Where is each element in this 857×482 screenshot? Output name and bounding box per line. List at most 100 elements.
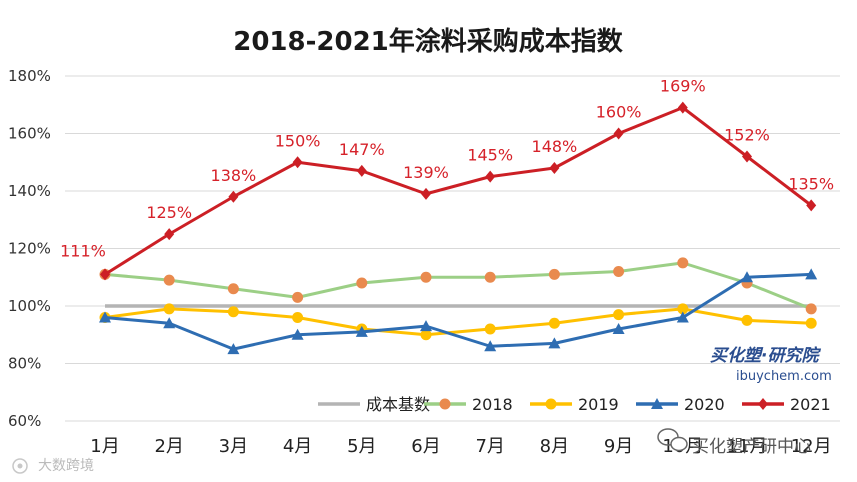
- legend-item-2018: 2018: [424, 395, 513, 414]
- x-tick-label: 6月: [411, 436, 440, 457]
- data-label: 152%: [724, 126, 770, 145]
- data-point: [356, 277, 368, 289]
- data-point: [549, 162, 560, 174]
- data-point: [227, 306, 239, 318]
- data-point: [420, 329, 432, 341]
- y-tick-label: 80%: [8, 355, 41, 373]
- series-2021: [100, 101, 817, 281]
- data-point: [484, 323, 496, 335]
- legend-item-成本基数: 成本基数: [318, 395, 430, 414]
- series-2020: [99, 268, 818, 355]
- data-point: [292, 156, 303, 169]
- data-point: [613, 309, 625, 321]
- wechat-watermark: 买化塑产研中心: [692, 437, 811, 457]
- x-axis-ticks: 1月2月3月4月5月6月7月8月9月10月11月12月: [90, 436, 831, 457]
- x-tick-label: 4月: [283, 436, 312, 457]
- y-tick-label: 100%: [8, 297, 51, 315]
- data-point: [741, 314, 753, 326]
- legend-item-2019: 2019: [530, 395, 619, 414]
- watermarks: 买化塑·研究院 ibuychem.com 大数跨境 买化塑产研中心: [12, 346, 832, 474]
- legend-label: 2021: [790, 395, 831, 414]
- data-point: [741, 271, 753, 283]
- data-point: [228, 190, 239, 203]
- legend-swatch-marker: [545, 398, 557, 410]
- x-tick-label: 1月: [90, 436, 119, 457]
- data-label: 169%: [660, 77, 706, 96]
- wechat-icon: [657, 428, 688, 452]
- data-point: [548, 268, 560, 280]
- series-line: [104, 307, 812, 337]
- legend-item-2021: 2021: [742, 395, 831, 414]
- data-point: [100, 268, 110, 281]
- legend-label: 2020: [684, 395, 725, 414]
- legend-label: 2019: [578, 395, 619, 414]
- data-point: [356, 164, 367, 177]
- legend-label: 成本基数: [366, 395, 430, 414]
- data-point: [548, 337, 561, 349]
- data-point: [805, 268, 818, 280]
- legend: 成本基数 2018 2019 2020 2021: [318, 395, 831, 414]
- data-point: [164, 228, 175, 241]
- data-point: [805, 303, 817, 315]
- data-label: 135%: [788, 174, 834, 193]
- data-label: 111%: [60, 241, 106, 260]
- bottom-left-logo-icon: [12, 458, 28, 474]
- data-point: [805, 317, 817, 329]
- data-label: 138%: [211, 166, 257, 185]
- y-axis-ticks: 60% 80% 100% 120% 140% 160% 180%: [8, 67, 51, 430]
- y-tick-label: 120%: [8, 240, 51, 258]
- data-point: [421, 187, 431, 200]
- data-point: [99, 311, 111, 323]
- data-point: [420, 271, 432, 283]
- x-tick-label: 3月: [219, 436, 248, 457]
- y-tick-label: 160%: [8, 125, 51, 143]
- legend-label: 2018: [472, 395, 513, 414]
- data-point: [484, 340, 497, 352]
- site-watermark: ibuychem.com: [736, 369, 832, 384]
- data-point: [485, 170, 496, 183]
- data-label: 147%: [339, 140, 385, 159]
- data-point: [677, 257, 689, 269]
- x-tick-label: 2月: [154, 436, 183, 457]
- data-point: [163, 317, 176, 329]
- series-line: [104, 261, 812, 311]
- data-point: [613, 127, 624, 140]
- y-tick-label: 60%: [8, 412, 41, 430]
- data-point: [742, 150, 752, 163]
- data-point: [227, 283, 239, 295]
- data-label: 145%: [467, 146, 513, 165]
- data-point: [677, 101, 688, 114]
- data-point: [677, 303, 689, 315]
- data-label: 125%: [146, 203, 192, 222]
- data-labels: 111% 125% 138% 150% 147% 139% 145% 148% 160% 169%…: [60, 77, 834, 261]
- x-tick-label: 11月: [727, 436, 768, 457]
- data-point: [163, 274, 175, 286]
- legend-swatch-marker: [651, 398, 663, 409]
- data-point: [355, 325, 368, 337]
- data-point: [420, 320, 432, 332]
- data-point: [163, 303, 175, 315]
- data-label: 148%: [532, 137, 578, 156]
- x-tick-label: 5月: [347, 436, 376, 457]
- data-point: [548, 317, 560, 329]
- data-point: [484, 271, 496, 283]
- data-label: 160%: [596, 103, 642, 122]
- data-point: [291, 328, 304, 340]
- y-tick-label: 140%: [8, 182, 51, 200]
- data-label: 139%: [403, 163, 449, 182]
- y-tick-label: 180%: [8, 67, 51, 85]
- data-label: 150%: [275, 131, 321, 150]
- x-tick-label: 9月: [604, 436, 633, 457]
- series-line: [104, 272, 812, 351]
- x-tick-label: 12月: [791, 436, 832, 457]
- chart-title: 2018-2021年涂料采购成本指数: [233, 26, 624, 57]
- series: [99, 101, 818, 355]
- x-tick-label: 8月: [540, 436, 569, 457]
- data-point: [612, 323, 625, 334]
- legend-item-2020: 2020: [636, 395, 725, 414]
- legend-swatch-marker: [439, 398, 451, 410]
- series-line: [104, 106, 813, 276]
- bottom-left-watermark: 大数跨境: [38, 458, 94, 474]
